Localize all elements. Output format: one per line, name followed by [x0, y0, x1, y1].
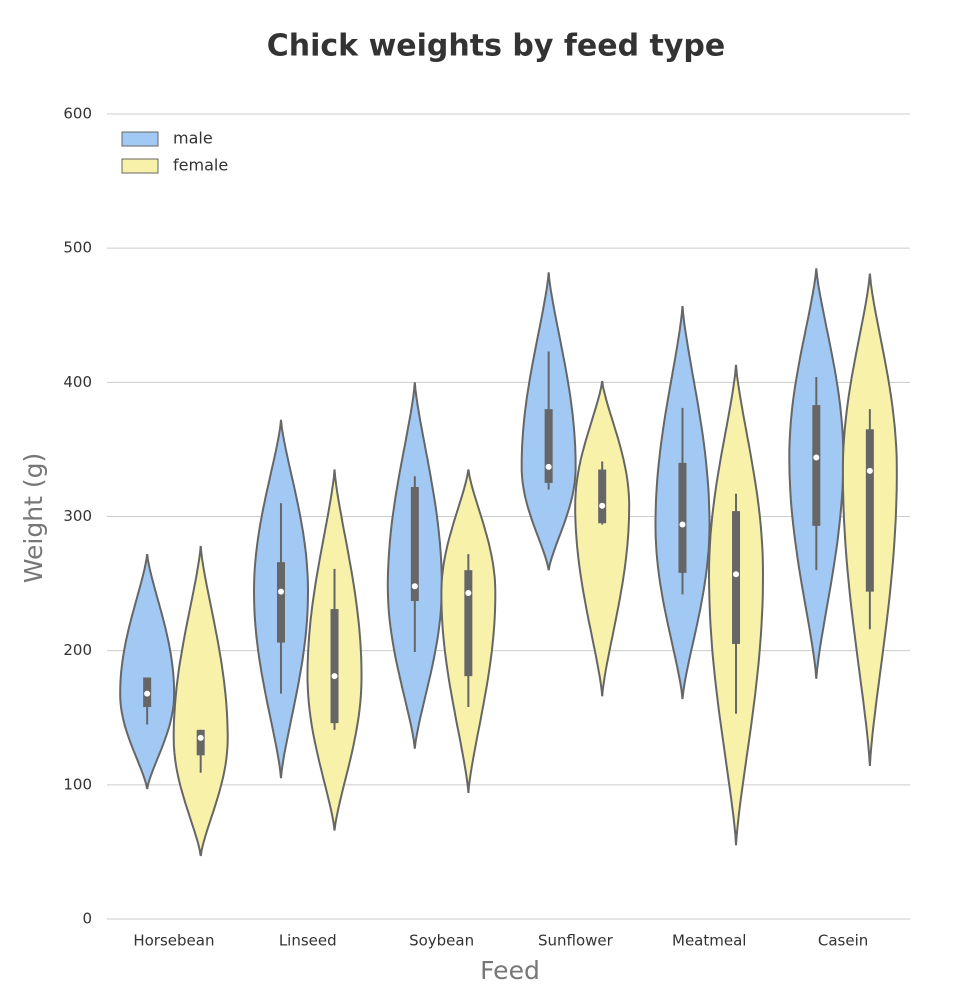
median — [197, 734, 204, 741]
y-axis-label: Weight (g) — [19, 453, 48, 583]
x-tick-label: Soybean — [409, 932, 474, 950]
box — [598, 469, 607, 524]
median — [277, 588, 284, 595]
box — [276, 562, 285, 643]
median — [465, 589, 472, 596]
x-tick-label: Horsebean — [133, 932, 214, 950]
box — [812, 405, 821, 526]
x-axis-label: Feed — [480, 956, 540, 985]
median — [866, 467, 873, 474]
violin — [172, 545, 229, 857]
y-tick-label: 600 — [63, 105, 92, 123]
violin — [119, 553, 176, 790]
box — [410, 486, 419, 602]
y-tick-label: 0 — [82, 910, 92, 928]
median — [144, 690, 151, 697]
median — [331, 673, 338, 680]
legend-label: male — [173, 129, 213, 148]
x-tick-label: Linseed — [279, 932, 337, 950]
median — [813, 454, 820, 461]
box — [732, 511, 741, 644]
violin — [574, 380, 631, 697]
legend-swatch — [121, 158, 159, 174]
x-tick-label: Meatmeal — [672, 932, 746, 950]
median — [599, 502, 606, 509]
chart-title: Chick weights by feed type — [267, 29, 726, 64]
x-tick-label: Casein — [818, 932, 868, 950]
legend-swatch — [121, 131, 159, 147]
y-tick-label: 300 — [63, 507, 92, 525]
y-tick-label: 200 — [63, 641, 92, 659]
y-tick-label: 500 — [63, 239, 92, 257]
median — [733, 571, 740, 578]
box — [196, 729, 205, 756]
median — [411, 583, 418, 590]
box — [464, 570, 473, 677]
box — [678, 462, 687, 573]
y-tick-label: 100 — [63, 775, 92, 793]
legend-label: female — [173, 156, 228, 175]
box — [544, 409, 553, 483]
box — [865, 429, 874, 592]
median — [545, 463, 552, 470]
median — [679, 521, 686, 528]
x-tick-label: Sunflower — [538, 932, 614, 950]
box — [330, 609, 339, 724]
y-tick-label: 400 — [63, 373, 92, 391]
